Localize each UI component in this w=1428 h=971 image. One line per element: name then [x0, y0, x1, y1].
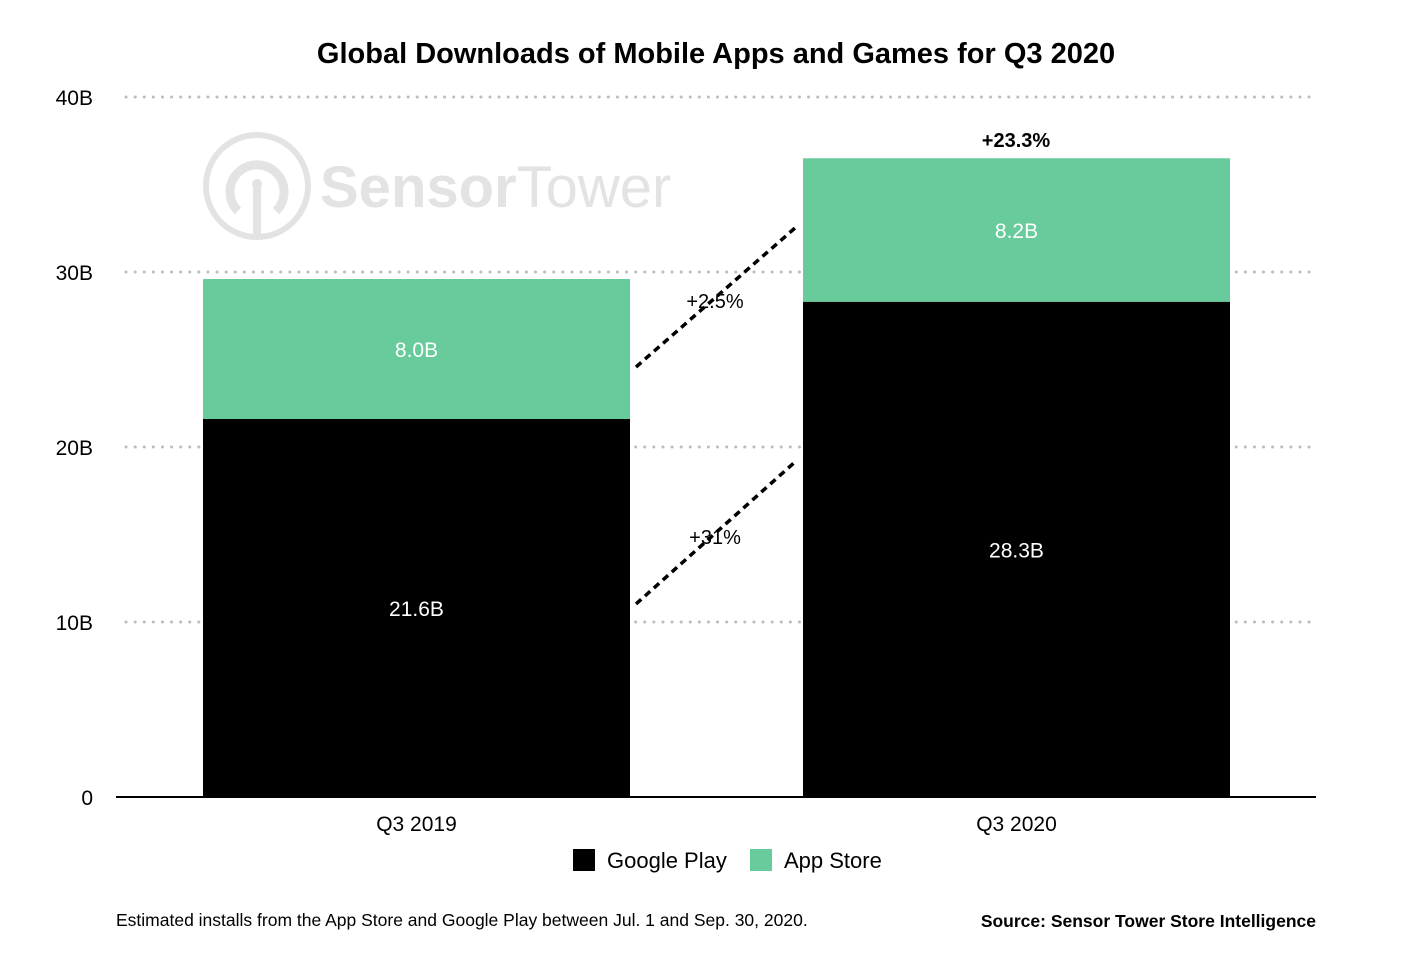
x-tick-label: Q3 2020 [976, 813, 1057, 836]
data-label: 21.6B [389, 598, 444, 621]
svg-text:SensorTower: SensorTower [320, 155, 671, 220]
data-label: 8.2B [995, 220, 1038, 243]
bar-app-store [203, 279, 630, 419]
legend-swatch-app-store [750, 849, 772, 871]
y-tick-label: 30B [56, 262, 93, 285]
bars: 21.6B 8.0B 28.3B 8.2B [203, 158, 1230, 797]
bar-google-play [203, 419, 630, 797]
footnote: Estimated installs from the App Store an… [116, 910, 808, 930]
legend-label-google-play: Google Play [607, 848, 727, 873]
y-tick-label: 10B [56, 612, 93, 635]
y-tick-label: 20B [56, 437, 93, 460]
y-axis-ticks: 0 10B 20B 30B 40B [56, 87, 93, 810]
source: Source: Sensor Tower Store Intelligence [981, 911, 1316, 931]
legend-swatch-google-play [573, 849, 595, 871]
y-tick-label: 0 [81, 787, 93, 810]
y-tick-label: 40B [56, 87, 93, 110]
google-play-change-label: +31% [689, 527, 741, 549]
chart-title: Global Downloads of Mobile Apps and Game… [317, 38, 1115, 70]
x-axis-ticks: Q3 2019 Q3 2020 [376, 813, 1057, 836]
x-tick-label: Q3 2019 [376, 813, 457, 836]
gridlines [124, 95, 1314, 624]
legend: Google Play App Store [573, 848, 882, 873]
total-change-label: +23.3% [982, 130, 1051, 152]
sensortower-watermark: SensorTower [203, 132, 671, 240]
app-store-change-label: +2.5% [686, 291, 743, 313]
legend-label-app-store: App Store [784, 848, 882, 873]
data-label: 28.3B [989, 539, 1044, 562]
bar-app-store [803, 158, 1230, 302]
bar-google-play [803, 301, 1230, 797]
data-label: 8.0B [395, 339, 438, 362]
